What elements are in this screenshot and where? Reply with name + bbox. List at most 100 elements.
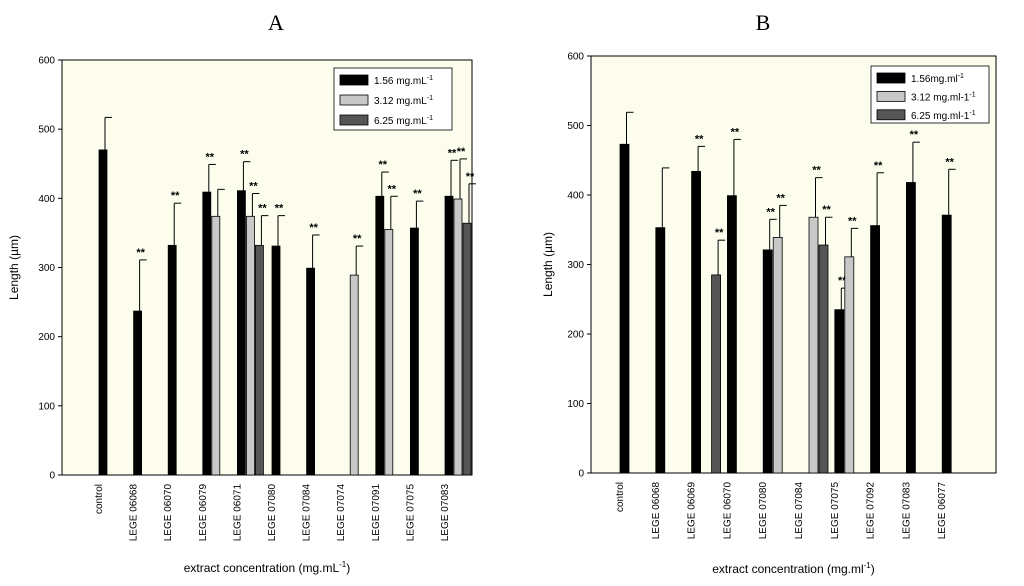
significance-label: ** [353, 233, 362, 245]
y-tick-label: 400 [38, 194, 55, 205]
category-label: LEGE 07080 [267, 484, 278, 542]
significance-label: ** [448, 147, 457, 159]
legend-swatch [339, 94, 369, 106]
category-label: LEGE 07075 [830, 482, 841, 540]
significance-label: ** [388, 183, 397, 195]
y-tick-label: 100 [38, 401, 55, 412]
bar [808, 216, 819, 474]
bar [834, 309, 845, 474]
y-tick-label: 300 [567, 260, 584, 271]
legend-label: 6.25 mg.ml-1-1 [911, 110, 976, 122]
y-tick-label: 600 [567, 52, 584, 63]
legend-label: 3.12 mg.ml-1-1 [911, 91, 976, 103]
y-tick-label: 200 [38, 332, 55, 343]
bar [98, 149, 108, 476]
panel-label-a: A [268, 10, 284, 35]
bar [818, 244, 829, 474]
bar [167, 244, 177, 476]
bar [762, 249, 773, 474]
significance-label: ** [309, 222, 318, 234]
bar [619, 143, 630, 474]
bar [211, 215, 221, 476]
significance-label: ** [206, 151, 215, 163]
significance-label: ** [379, 159, 388, 171]
significance-label: ** [812, 165, 821, 177]
panel-label-b: B [756, 10, 771, 35]
y-tick-label: 500 [567, 121, 584, 132]
y-tick-label: 300 [38, 263, 55, 274]
significance-label: ** [249, 180, 258, 192]
significance-label: ** [258, 203, 267, 215]
y-tick-label: 400 [567, 191, 584, 202]
bar [409, 227, 419, 476]
y-tick-label: 0 [578, 469, 584, 480]
chart-panel-b: 0 100 200 300 400 500 600 Length (µm) extract co… [541, 52, 997, 576]
bar [202, 191, 212, 476]
significance-label: ** [466, 171, 475, 183]
bar [453, 198, 463, 476]
chart-panel-a: 0 100 200 300 400 500 600 Length (µm) extract co… [7, 56, 476, 575]
category-label: LEGE 06070 [163, 484, 174, 542]
significance-label: ** [776, 192, 785, 204]
legend-label: 6.25 mg.mL-1 [374, 115, 433, 127]
category-label: LEGE 06071 [232, 484, 243, 542]
category-label: LEGE 07074 [336, 484, 347, 542]
significance-label: ** [731, 126, 740, 138]
significance-label: ** [910, 129, 919, 141]
category-label: LEGE 07092 [866, 482, 877, 540]
bar [254, 244, 264, 476]
significance-label: ** [715, 227, 724, 239]
significance-label: ** [695, 133, 704, 145]
bar [245, 215, 255, 476]
category-label: control [94, 484, 105, 514]
bar [711, 274, 721, 474]
bar [844, 256, 855, 474]
bar [727, 195, 737, 474]
bar [236, 190, 246, 476]
legend-swatch [339, 114, 369, 126]
y-tick-label: 100 [567, 399, 584, 410]
legend-swatch [876, 109, 906, 121]
category-label: LEGE 07080 [758, 482, 769, 540]
category-label: LEGE 07083 [901, 482, 912, 540]
legend-swatch [876, 90, 906, 102]
bar [655, 227, 666, 474]
significance-label: ** [240, 149, 249, 161]
bar [941, 214, 952, 474]
y-tick-label: 0 [49, 471, 55, 482]
bar [133, 310, 143, 476]
significance-label: ** [874, 160, 883, 172]
category-label: LEGE 06068 [651, 482, 662, 540]
bar [462, 222, 472, 476]
bar [349, 274, 359, 476]
category-label: control [615, 482, 626, 512]
significance-label: ** [136, 247, 145, 259]
category-label: LEGE 07091 [371, 484, 382, 542]
legend-swatch [876, 72, 906, 84]
legend-label: 1.56mg.ml-1 [911, 73, 964, 85]
bar [444, 195, 454, 476]
y-tick-label: 200 [567, 330, 584, 341]
significance-label: ** [822, 204, 831, 216]
significance-label: ** [171, 190, 180, 202]
bar [870, 225, 880, 474]
significance-label: ** [413, 188, 422, 200]
bar [271, 245, 281, 476]
bar [306, 267, 316, 476]
x-axis-label: extract concentration (mg.mL-1) [184, 560, 351, 575]
category-label: LEGE 06069 [687, 482, 698, 540]
significance-label: ** [457, 146, 466, 158]
x-axis-label: extract concentration (mg.ml-1) [712, 561, 875, 576]
significance-label: ** [275, 203, 284, 215]
legend-swatch [339, 74, 369, 86]
y-tick-label: 500 [38, 125, 55, 136]
y-tick-label: 600 [38, 56, 55, 67]
bar [906, 182, 916, 474]
y-axis-label: Length (µm) [541, 232, 555, 297]
legend-label: 3.12 mg.mL-1 [374, 95, 433, 107]
bar [691, 170, 701, 474]
y-axis-label: Length (µm) [7, 235, 21, 300]
category-label: LEGE 07084 [794, 482, 805, 540]
bar [384, 229, 394, 476]
